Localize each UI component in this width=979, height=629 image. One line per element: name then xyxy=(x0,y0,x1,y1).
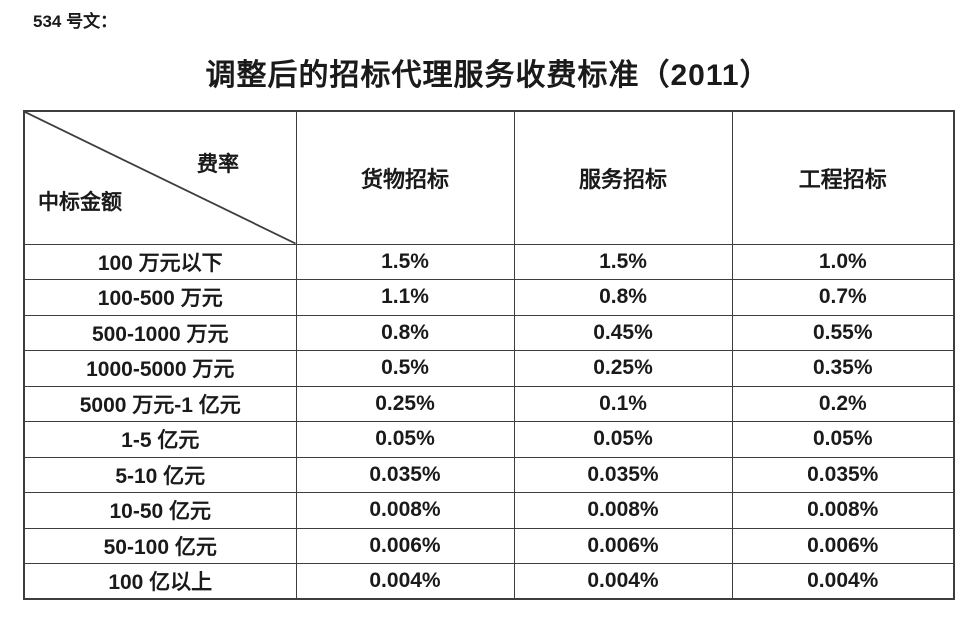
diagonal-divider-line xyxy=(25,112,296,244)
fee-value: 0.2% xyxy=(731,385,955,422)
fee-value: 0.008% xyxy=(295,492,515,529)
fee-value: 0.05% xyxy=(295,421,515,458)
fee-value: 0.004% xyxy=(513,563,733,600)
fee-value: 0.035% xyxy=(295,456,515,493)
table-row: 10-50 亿元 0.008% 0.008% 0.008% xyxy=(23,492,955,529)
fee-value: 0.008% xyxy=(513,492,733,529)
row-label: 1-5 亿元 xyxy=(23,421,297,458)
table-row: 500-1000 万元 0.8% 0.45% 0.55% xyxy=(23,314,955,351)
fee-value: 0.006% xyxy=(513,527,733,564)
fee-value: 0.008% xyxy=(731,492,955,529)
fee-value: 0.55% xyxy=(731,314,955,351)
fee-value: 0.035% xyxy=(513,456,733,493)
row-label: 100-500 万元 xyxy=(23,279,297,316)
fee-value: 0.006% xyxy=(295,527,515,564)
row-label: 50-100 亿元 xyxy=(23,527,297,564)
fee-value: 0.45% xyxy=(513,314,733,351)
fee-value: 1.0% xyxy=(731,243,955,280)
table-row: 5000 万元-1 亿元 0.25% 0.1% 0.2% xyxy=(23,385,955,422)
row-label: 5-10 亿元 xyxy=(23,456,297,493)
fee-value: 0.25% xyxy=(295,385,515,422)
fee-value: 0.25% xyxy=(513,350,733,387)
corner-label-rate: 费率 xyxy=(197,153,239,176)
table-row: 100 亿以上 0.004% 0.004% 0.004% xyxy=(23,563,955,600)
table-header-row: 费率 中标金额 货物招标 服务招标 工程招标 xyxy=(23,110,955,245)
fee-value: 1.5% xyxy=(513,243,733,280)
fee-value: 0.004% xyxy=(295,563,515,600)
doc-number: 534 号文： xyxy=(33,12,118,31)
fee-value: 0.35% xyxy=(731,350,955,387)
column-header-engineering: 工程招标 xyxy=(731,110,955,245)
fee-value: 0.7% xyxy=(731,279,955,316)
column-header-goods: 货物招标 xyxy=(295,110,515,245)
fee-value: 0.8% xyxy=(513,279,733,316)
row-label: 1000-5000 万元 xyxy=(23,350,297,387)
fee-value: 0.05% xyxy=(513,421,733,458)
row-label: 10-50 亿元 xyxy=(23,492,297,529)
table-row: 1000-5000 万元 0.5% 0.25% 0.35% xyxy=(23,350,955,387)
row-label: 100 亿以上 xyxy=(23,563,297,600)
corner-label-amount: 中标金额 xyxy=(38,191,122,214)
corner-header-cell: 费率 中标金额 xyxy=(23,110,297,245)
fee-value: 0.8% xyxy=(295,314,515,351)
fee-value: 0.5% xyxy=(295,350,515,387)
row-label: 100 万元以下 xyxy=(23,243,297,280)
fee-value: 0.1% xyxy=(513,385,733,422)
fee-value: 0.035% xyxy=(731,456,955,493)
column-header-services: 服务招标 xyxy=(513,110,733,245)
row-label: 5000 万元-1 亿元 xyxy=(23,385,297,422)
fee-value: 1.1% xyxy=(295,279,515,316)
table-row: 100 万元以下 1.5% 1.5% 1.0% xyxy=(23,243,955,280)
table-row: 50-100 亿元 0.006% 0.006% 0.006% xyxy=(23,527,955,564)
fee-value: 0.006% xyxy=(731,527,955,564)
fee-rate-table: 费率 中标金额 货物招标 服务招标 工程招标 100 万元以下 1.5% 1.5… xyxy=(23,110,955,600)
row-label: 500-1000 万元 xyxy=(23,314,297,351)
page-title: 调整后的招标代理服务收费标准（2011） xyxy=(205,59,771,92)
fee-value: 0.004% xyxy=(731,563,955,600)
table-row: 1-5 亿元 0.05% 0.05% 0.05% xyxy=(23,421,955,458)
table-row: 100-500 万元 1.1% 0.8% 0.7% xyxy=(23,279,955,316)
fee-value: 0.05% xyxy=(731,421,955,458)
table-row: 5-10 亿元 0.035% 0.035% 0.035% xyxy=(23,456,955,493)
fee-value: 1.5% xyxy=(295,243,515,280)
